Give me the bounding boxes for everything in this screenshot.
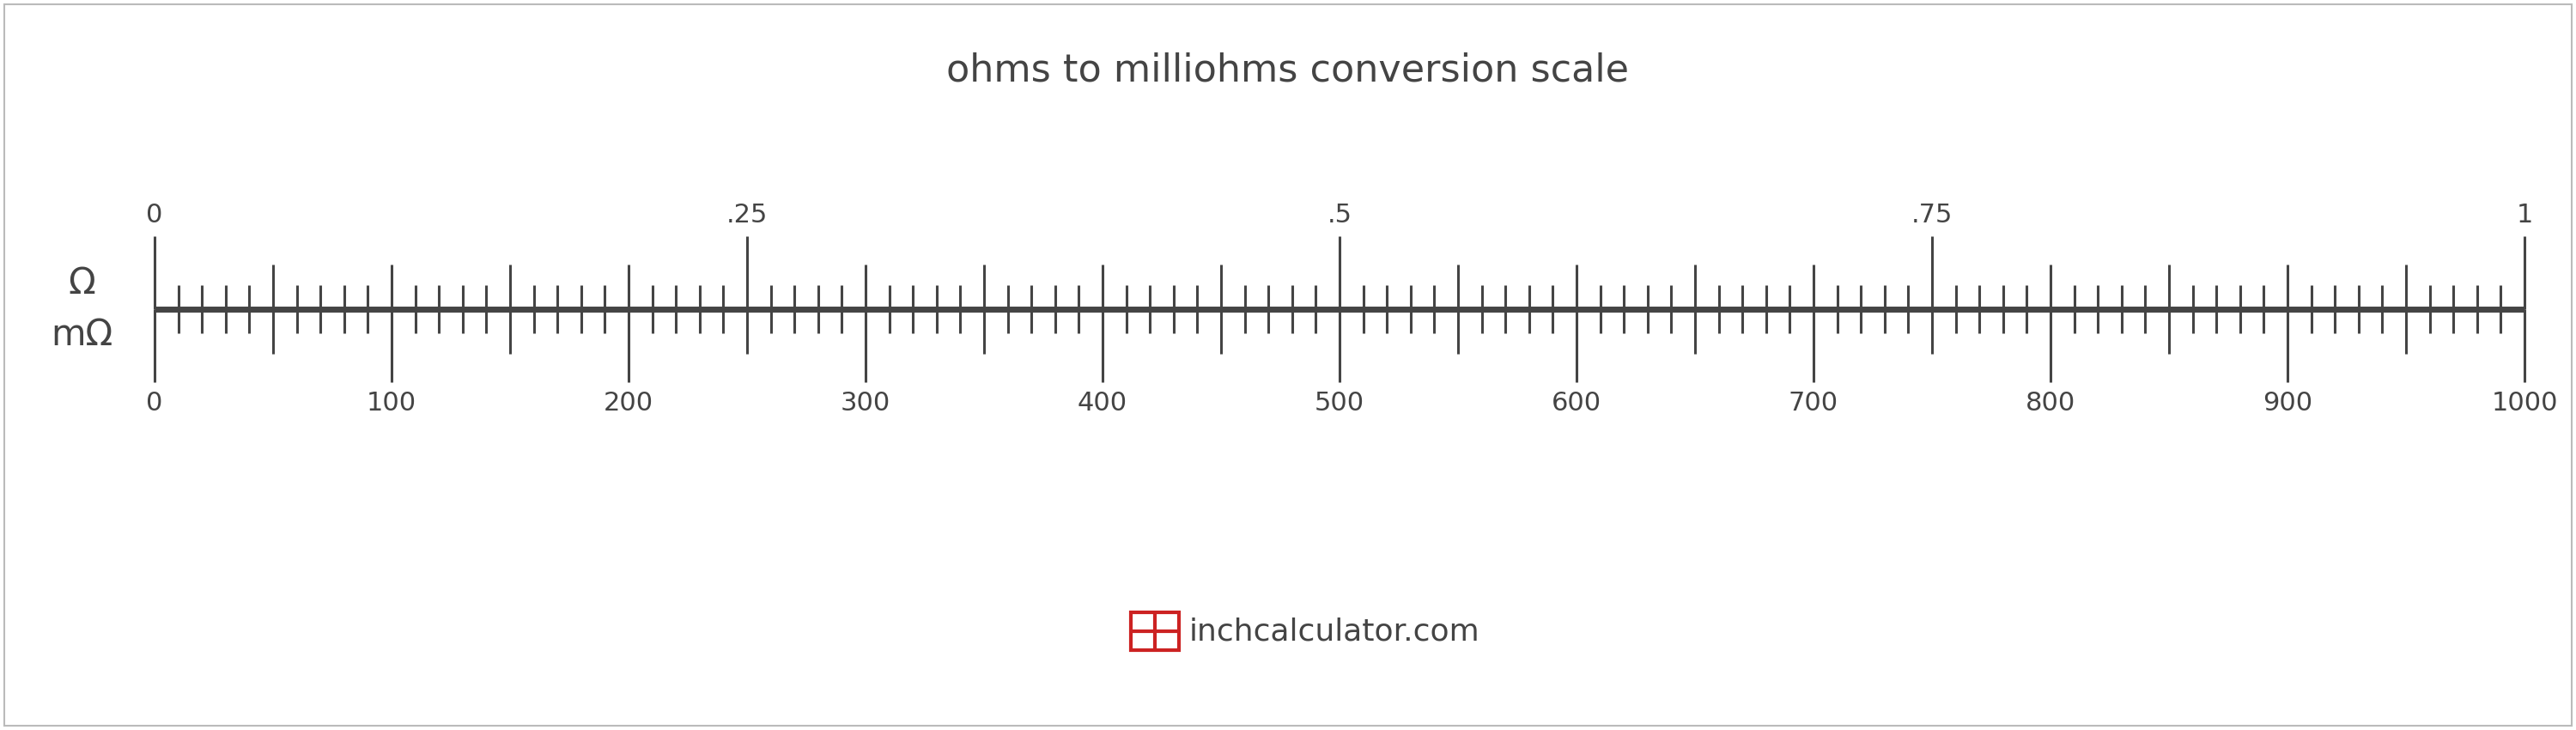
- Text: 500: 500: [1314, 391, 1365, 415]
- Text: 800: 800: [2025, 391, 2076, 415]
- Text: 400: 400: [1077, 391, 1128, 415]
- Text: 0: 0: [147, 203, 162, 228]
- Text: Ω: Ω: [67, 266, 95, 301]
- Text: .75: .75: [1911, 203, 1953, 228]
- Text: ohms to milliohms conversion scale: ohms to milliohms conversion scale: [948, 52, 1628, 88]
- Text: 1000: 1000: [2491, 391, 2558, 415]
- Text: 300: 300: [840, 391, 891, 415]
- Text: 100: 100: [366, 391, 417, 415]
- Text: inchcalculator.com: inchcalculator.com: [1190, 617, 1481, 646]
- Text: 700: 700: [1788, 391, 1839, 415]
- Text: mΩ: mΩ: [52, 317, 113, 353]
- Text: 600: 600: [1551, 391, 1602, 415]
- Text: 0: 0: [147, 391, 162, 415]
- Text: 200: 200: [603, 391, 654, 415]
- Text: .5: .5: [1327, 203, 1352, 228]
- Bar: [1131, 612, 1180, 650]
- Text: .25: .25: [726, 203, 768, 228]
- Text: 1: 1: [2517, 203, 2532, 228]
- Text: 900: 900: [2262, 391, 2313, 415]
